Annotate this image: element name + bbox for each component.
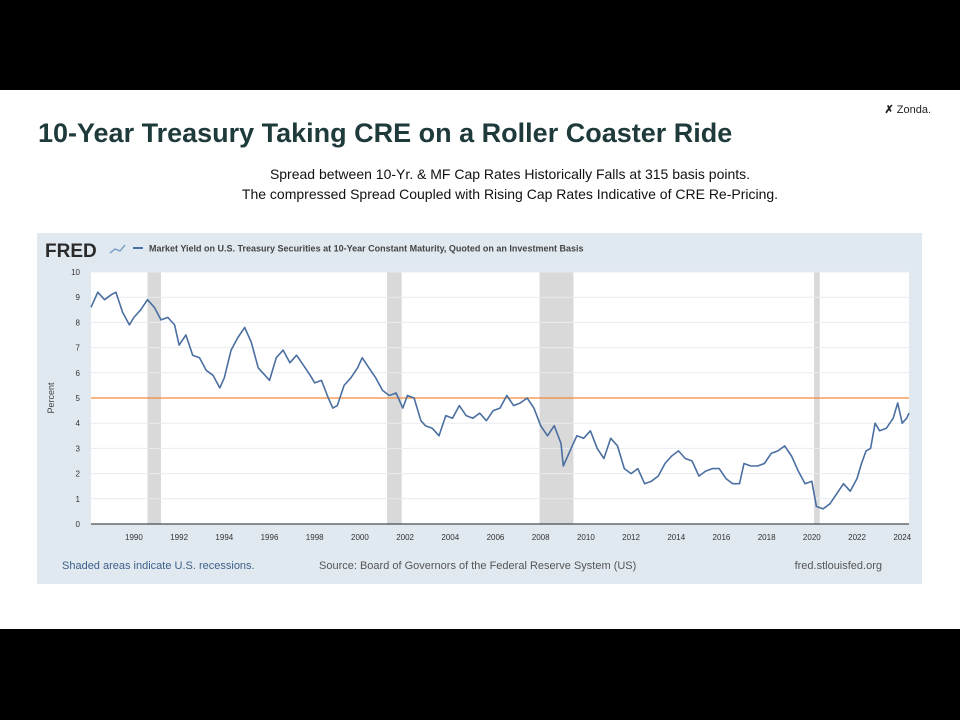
y-tick-label: 6 [76,369,81,378]
y-tick-label: 5 [76,394,81,403]
x-tick-label: 2018 [758,533,776,542]
x-tick-label: 2010 [577,533,595,542]
y-tick-label: 2 [76,470,81,479]
slide: ✗ Zonda. 10-Year Treasury Taking CRE on a… [0,90,960,629]
brand-name: Zonda. [896,104,931,116]
x-tick-label: 1994 [215,533,233,542]
x-tick-label: 1992 [170,533,188,542]
y-axis-label: Percent [46,382,56,414]
x-tick-label: 2004 [441,533,459,542]
series-line [90,291,910,510]
x-tick-label: 2006 [487,533,505,542]
y-tick-label: 4 [76,419,81,428]
x-tick-label: 2008 [532,533,550,542]
x-tick-label: 2014 [667,533,685,542]
subtitle-line-1: Spread between 10-Yr. & MF Cap Rates His… [269,166,751,182]
zonda-logo-icon: ✗ [884,104,894,116]
x-tick-label: 2002 [396,533,414,542]
x-tick-label: 2000 [351,533,369,542]
fred-chart: FRED Market Yield on U.S. Treasury Secur… [45,241,912,572]
x-tick-label: 2016 [713,533,731,542]
chart-panel: FRED Market Yield on U.S. Treasury Secur… [37,233,922,584]
x-tick-label: 2020 [803,533,821,542]
fred-url: fred.stlouisfed.org [795,560,882,572]
x-tick-label: 1998 [306,533,324,542]
fred-logo: FRED [45,241,97,262]
recession-note: Shaded areas indicate U.S. recessions. [62,560,255,572]
x-tick-label: 1996 [261,533,279,542]
x-tick-label: 2024 [893,533,911,542]
y-tick-label: 8 [76,318,81,327]
x-tick-label: 1990 [125,533,143,542]
y-tick-label: 10 [71,268,80,277]
y-tick-label: 7 [76,344,81,353]
source-note: Source: Board of Governors of the Federa… [319,560,636,572]
y-tick-label: 0 [76,520,81,529]
subtitle-line-2: The compressed Spread Coupled with Risin… [241,186,779,202]
slide-title: 10-Year Treasury Taking CRE on a Roller … [38,118,733,148]
x-tick-label: 2022 [848,533,866,542]
fred-logo-graph-icon [109,244,126,254]
y-tick-label: 3 [76,444,81,453]
y-tick-label: 9 [76,293,81,302]
chart-title: Market Yield on U.S. Treasury Securities… [149,244,583,254]
x-tick-label: 2012 [622,533,640,542]
y-tick-label: 1 [76,495,81,504]
brand: ✗ Zonda. [885,103,931,116]
